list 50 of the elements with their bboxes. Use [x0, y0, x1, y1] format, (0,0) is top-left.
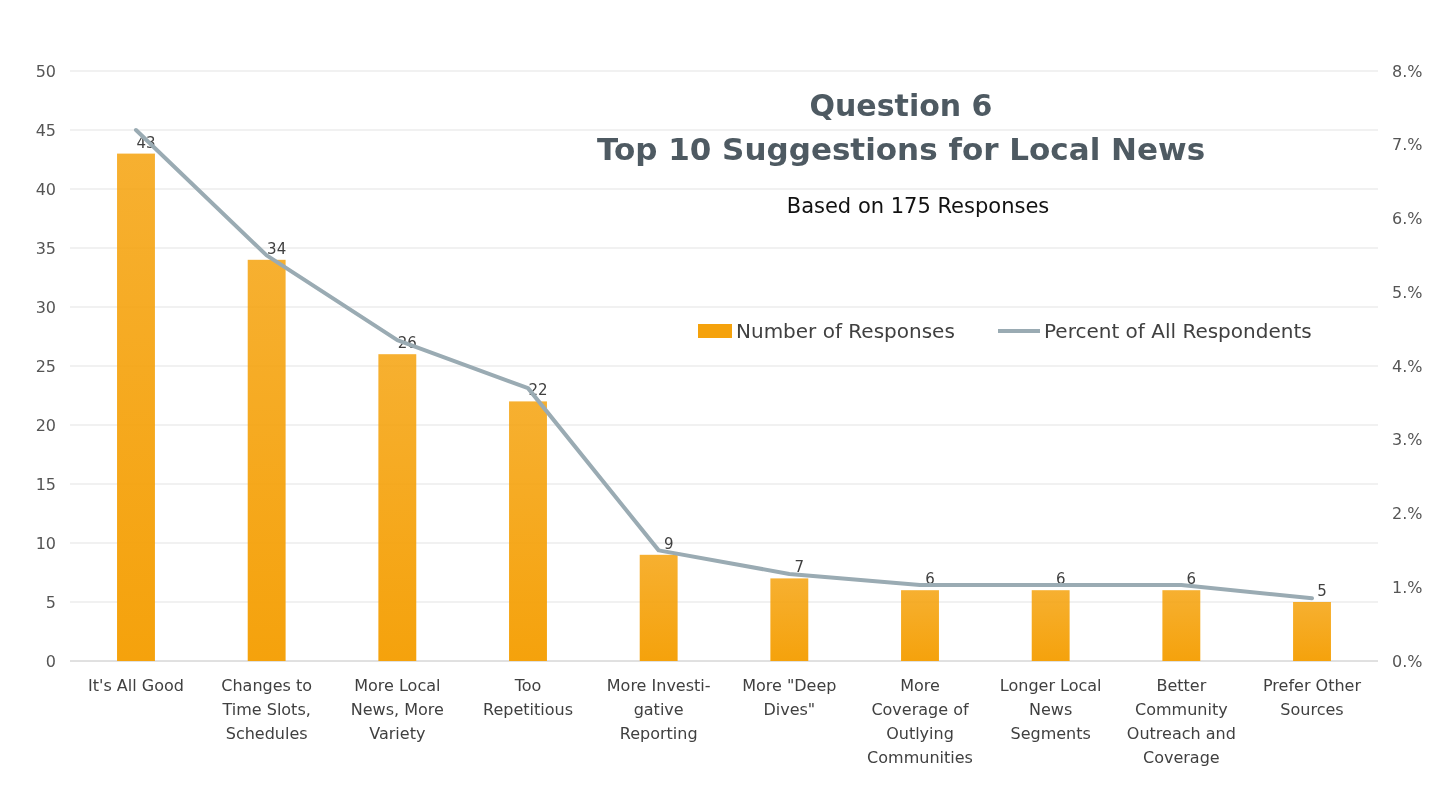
x-tick-label: Longer Local News Segments: [999, 676, 1102, 743]
y-tick-label: 25: [35, 356, 56, 376]
bar: [378, 354, 417, 661]
data-label: 7: [794, 558, 805, 577]
y2-tick-label: 0.%: [1392, 651, 1423, 671]
line-series: [133, 128, 1315, 601]
legend-label: Number of Responses: [736, 319, 955, 343]
y2-tick-label: 4.%: [1392, 356, 1423, 376]
bar: [247, 259, 286, 661]
x-tick-label: More Local News, More Variety: [350, 676, 444, 743]
x-tick-label: Prefer Other Sources: [1263, 676, 1362, 719]
y2-tick-label: 2.%: [1392, 504, 1423, 524]
y-tick-label: 10: [35, 533, 56, 553]
x-tick-label: Too Repetitious: [483, 676, 573, 719]
y-tick-label: 20: [35, 415, 56, 435]
bar: [770, 578, 809, 661]
x-tick-label: It's All Good: [88, 676, 184, 695]
text: Based on 175 Responses: [786, 194, 1050, 218]
x-tick-label: Better Community Outreach and Coverage: [1126, 676, 1236, 767]
y-tick-label: 15: [35, 474, 56, 494]
y2-tick-label: 7.%: [1392, 135, 1423, 155]
bar: [117, 153, 155, 661]
bar: [901, 590, 939, 661]
data-label: 5: [1317, 582, 1327, 600]
y-tick-label: 45: [35, 120, 56, 140]
y-tick-label: 0: [45, 651, 56, 671]
bar: [1031, 590, 1070, 661]
x-tick-label: More "Deep Dives": [742, 676, 837, 719]
data-label: 6: [1186, 570, 1197, 589]
y-tick-label: 35: [35, 238, 56, 258]
y2-tick-label: 8.%: [1392, 61, 1423, 81]
y2-tick-label: 1.%: [1392, 577, 1423, 597]
y-tick-label: 40: [35, 179, 56, 199]
x-tick-label: More Coverage of Outlying Communities: [867, 676, 973, 767]
data-label: 34: [267, 239, 287, 258]
y-tick-label: 5: [45, 592, 56, 612]
data-label: 9: [663, 534, 674, 553]
y2-tick-label: 6.%: [1392, 209, 1423, 229]
bar: [1293, 602, 1331, 661]
bar: [509, 401, 547, 661]
legend-label: Percent of All Respondents: [1044, 319, 1312, 343]
y-tick-label: 30: [35, 297, 56, 317]
bar: [639, 554, 678, 661]
y-tick-label: 50: [35, 61, 56, 81]
y2-tick-label: 3.%: [1392, 430, 1423, 450]
x-tick-label: Changes to Time Slots, Schedules: [221, 676, 313, 743]
bar: [1162, 590, 1201, 661]
text: Question 6 Top 10 Suggestions for Local News: [596, 88, 1206, 167]
x-tick-label: More Investi- gative Reporting: [606, 676, 711, 743]
y2-tick-label: 5.%: [1392, 282, 1423, 302]
